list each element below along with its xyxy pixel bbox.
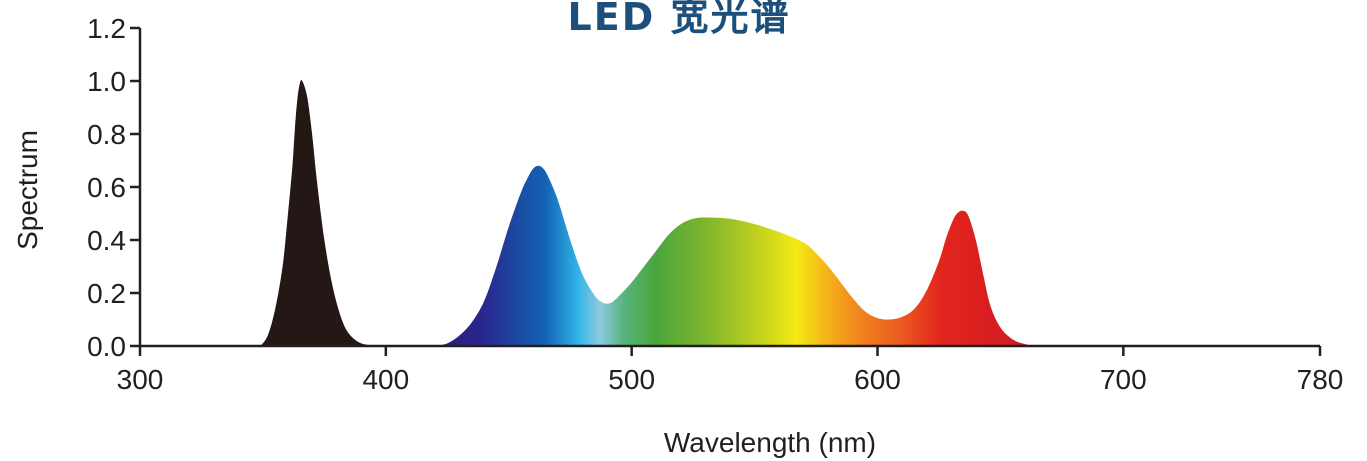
chart-title: LED 宽光谱 [568, 0, 791, 39]
y-tick-label: 0.4 [87, 225, 126, 256]
ticks-layer: 0.0 0.2 0.4 0.6 0.8 1.0 1.2 300 400 500 600 700 780 [87, 13, 1343, 395]
uv-peak-area [260, 80, 376, 347]
x-tick-label: 600 [854, 364, 901, 395]
visible-spectrum-area [435, 165, 1038, 346]
x-tick-label: 300 [117, 364, 164, 395]
y-tick-label: 1.0 [87, 66, 126, 97]
y-tick-label: 0.0 [87, 331, 126, 362]
y-axis-title: Spectrum [12, 130, 43, 250]
x-axis-title: Wavelength (nm) [664, 427, 876, 458]
x-tick-label: 780 [1297, 364, 1344, 395]
y-tick-label: 0.8 [87, 119, 126, 150]
x-tick-label: 400 [362, 364, 409, 395]
y-tick-label: 0.6 [87, 172, 126, 203]
y-tick-label: 0.2 [87, 278, 126, 309]
y-tick-label: 1.2 [87, 13, 126, 44]
series-layer [260, 80, 1038, 347]
x-tick-label: 500 [608, 364, 655, 395]
x-tick-label: 700 [1100, 364, 1147, 395]
